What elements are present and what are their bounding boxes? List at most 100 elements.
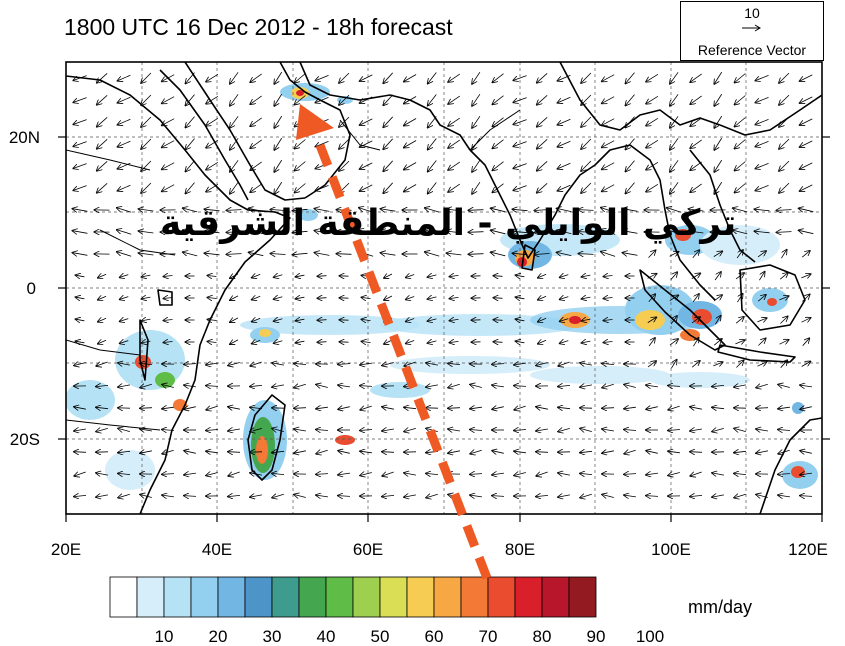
wind-arrow xyxy=(316,141,329,146)
wind-arrow xyxy=(362,319,371,320)
wind-arrow xyxy=(117,230,132,235)
wind-arrow xyxy=(428,275,437,277)
wind-arrow xyxy=(624,474,637,475)
wind-arrow xyxy=(383,182,393,193)
wind-arrow xyxy=(580,473,593,474)
wind-arrow xyxy=(469,210,484,211)
wind-arrow xyxy=(690,495,703,496)
wind-arrow xyxy=(227,210,242,211)
wind-arrow xyxy=(779,94,790,105)
wind-arrow xyxy=(516,275,525,277)
wind-arrow xyxy=(715,316,720,325)
wind-arrow xyxy=(315,253,330,256)
wind-arrow xyxy=(580,363,592,365)
wind-arrow xyxy=(162,96,175,104)
colorbar-swatch xyxy=(244,576,273,618)
wind-arrow xyxy=(756,408,769,409)
wind-arrow xyxy=(428,116,437,128)
wind-arrow xyxy=(714,115,723,128)
wind-arrow xyxy=(470,407,482,409)
y-tick-label-0: 20N xyxy=(9,128,40,147)
wind-arrow xyxy=(230,318,239,322)
wind-arrow xyxy=(271,254,286,255)
wind-arrow xyxy=(272,451,285,452)
wind-arrow xyxy=(690,139,702,148)
wind-arrow xyxy=(384,296,393,300)
wind-arrow xyxy=(230,274,239,278)
wind-arrow xyxy=(602,140,615,148)
wind-arrow xyxy=(735,117,746,127)
wind-arrow xyxy=(714,93,723,106)
wind-arrow xyxy=(118,363,130,365)
wind-arrow xyxy=(623,231,638,234)
wind-arrow xyxy=(271,210,286,211)
wind-arrow xyxy=(404,407,417,408)
wind-arrow xyxy=(624,407,636,409)
wind-arrow xyxy=(96,385,109,386)
wind-arrow xyxy=(647,317,656,323)
wind-arrow xyxy=(140,363,153,364)
wind-arrow xyxy=(338,496,351,497)
wind-arrow xyxy=(557,252,572,255)
wind-arrow xyxy=(626,160,635,172)
wind-arrow xyxy=(735,273,744,280)
wind-arrow xyxy=(406,275,415,278)
wind-arrow xyxy=(602,384,614,387)
wind-arrow xyxy=(492,451,504,454)
map-title: 1800 UTC 16 Dec 2012 - 18h forecast xyxy=(64,14,453,40)
wind-arrow xyxy=(140,384,152,387)
wind-arrow xyxy=(183,252,198,257)
wind-arrow xyxy=(756,384,768,387)
wind-arrow xyxy=(381,253,396,255)
colorbar-swatch xyxy=(217,576,246,618)
wind-arrow xyxy=(186,116,195,128)
wind-arrow xyxy=(560,275,569,278)
wind-arrow xyxy=(800,407,812,410)
wind-arrow xyxy=(426,363,438,365)
wind-arrow xyxy=(491,230,506,234)
wind-arrow xyxy=(406,297,415,300)
axis-ticks xyxy=(58,136,830,522)
wind-arrow xyxy=(339,160,350,171)
wind-arrow xyxy=(582,275,591,277)
wind-arrow xyxy=(447,231,462,233)
wind-arrow xyxy=(780,360,788,368)
wind-arrow xyxy=(493,139,504,149)
wind-arrow xyxy=(778,430,791,431)
wind-arrow xyxy=(230,138,239,149)
wind-arrow xyxy=(714,71,723,84)
wind-arrow xyxy=(117,208,132,213)
wind-arrow xyxy=(756,97,769,102)
wind-arrow xyxy=(97,117,108,126)
colorbar-swatch xyxy=(379,576,408,618)
wind-arrow xyxy=(272,428,284,431)
wind-arrow xyxy=(560,297,569,300)
wind-arrow xyxy=(712,385,725,386)
colorbar xyxy=(109,576,597,618)
wind-arrow xyxy=(206,473,218,476)
wind-arrow xyxy=(800,385,812,387)
wind-arrow xyxy=(669,252,679,257)
wind-arrow xyxy=(558,74,571,81)
wind-arrow xyxy=(140,495,152,498)
wind-arrow xyxy=(426,473,439,474)
wind-arrow xyxy=(73,141,87,147)
wind-arrow xyxy=(492,364,505,365)
wind-arrow xyxy=(315,209,330,212)
arrow-head-icon xyxy=(296,104,334,140)
wind-arrow xyxy=(339,72,350,83)
y-tick-label-2: 20S xyxy=(10,430,40,449)
wind-arrow xyxy=(383,72,393,83)
wind-arrow xyxy=(470,385,482,388)
wind-arrow xyxy=(713,251,722,257)
wind-arrow xyxy=(690,95,702,104)
wind-arrow xyxy=(186,94,195,106)
wind-arrow xyxy=(359,208,374,213)
colorbar-swatch xyxy=(460,576,489,618)
colorbar-tick-label: 80 xyxy=(533,627,552,646)
wind-arrow xyxy=(535,254,550,255)
wind-arrow xyxy=(73,209,88,212)
wind-arrow xyxy=(646,161,659,169)
wind-arrow xyxy=(513,253,528,254)
wind-arrow xyxy=(362,297,371,298)
